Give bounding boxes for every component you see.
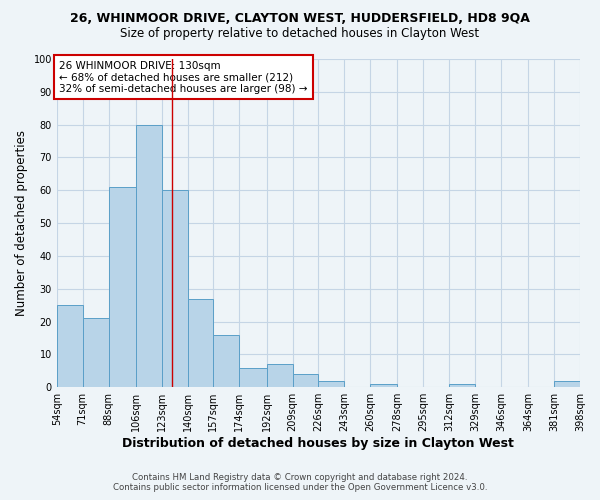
Y-axis label: Number of detached properties: Number of detached properties [15, 130, 28, 316]
Bar [214, 334, 239, 387]
Text: 26, WHINMOOR DRIVE, CLAYTON WEST, HUDDERSFIELD, HD8 9QA: 26, WHINMOOR DRIVE, CLAYTON WEST, HUDDER… [70, 12, 530, 26]
Text: Size of property relative to detached houses in Clayton West: Size of property relative to detached ho… [121, 28, 479, 40]
Bar [162, 190, 188, 387]
Text: Contains HM Land Registry data © Crown copyright and database right 2024.
Contai: Contains HM Land Registry data © Crown c… [113, 473, 487, 492]
Bar [57, 305, 83, 387]
Bar [554, 380, 580, 387]
Bar [266, 364, 293, 387]
Bar [293, 374, 319, 387]
Bar [83, 318, 109, 387]
Bar [188, 298, 214, 387]
Bar [136, 124, 162, 387]
Bar [449, 384, 475, 387]
Text: 26 WHINMOOR DRIVE: 130sqm
← 68% of detached houses are smaller (212)
32% of semi: 26 WHINMOOR DRIVE: 130sqm ← 68% of detac… [59, 60, 308, 94]
Bar [370, 384, 397, 387]
X-axis label: Distribution of detached houses by size in Clayton West: Distribution of detached houses by size … [122, 437, 514, 450]
Bar [319, 380, 344, 387]
Bar [109, 187, 136, 387]
Bar [239, 368, 266, 387]
